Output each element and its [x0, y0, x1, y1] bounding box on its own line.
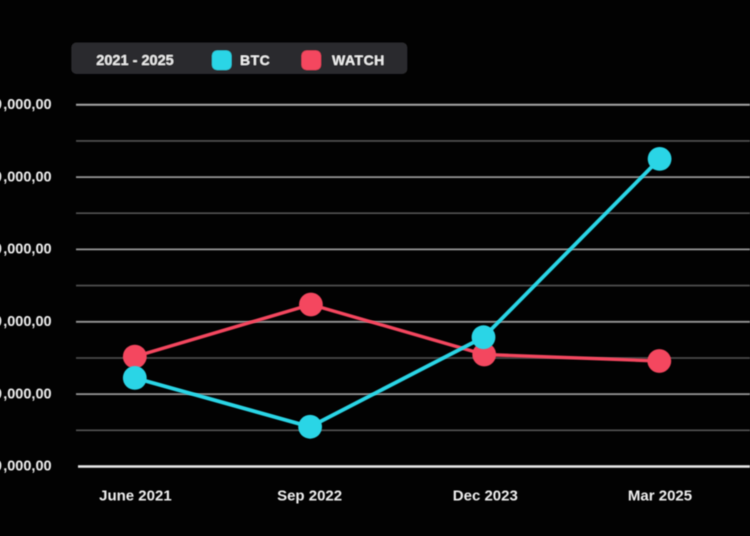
svg-text:Mar 2025: Mar 2025	[628, 488, 692, 505]
svg-text:0: 0	[0, 386, 2, 402]
svg-text:June 2021: June 2021	[99, 488, 172, 505]
svg-text:0: 0	[0, 459, 2, 475]
svg-text:2021 - 2025: 2021 - 2025	[96, 53, 173, 69]
svg-text:Dec 2023: Dec 2023	[453, 488, 518, 505]
svg-text:,000,00: ,000,00	[3, 314, 51, 330]
svg-text:,000,00: ,000,00	[3, 169, 51, 185]
svg-text:0: 0	[0, 242, 2, 258]
svg-text:,000,00: ,000,00	[3, 242, 51, 258]
svg-text:BTC: BTC	[240, 52, 270, 68]
svg-text:0: 0	[0, 314, 2, 330]
svg-text:Sep 2022: Sep 2022	[277, 488, 342, 505]
svg-text:,000,00: ,000,00	[3, 97, 51, 113]
svg-text:WATCH: WATCH	[332, 52, 385, 68]
svg-text:,000,00: ,000,00	[3, 386, 51, 402]
svg-text:,000,00: ,000,00	[3, 459, 51, 475]
svg-text:0: 0	[0, 169, 2, 185]
svg-text:0: 0	[0, 97, 2, 113]
